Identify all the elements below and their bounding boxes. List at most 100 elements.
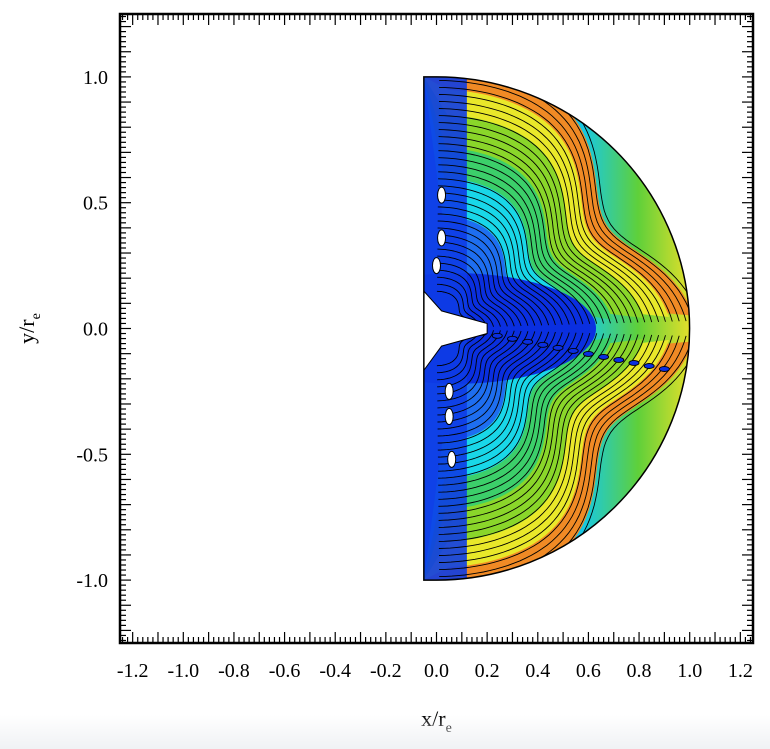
contour-line (438, 115, 646, 323)
contour-line (438, 136, 625, 324)
contour-line (438, 334, 639, 535)
contour-loop (552, 344, 564, 351)
contour-line (438, 108, 653, 323)
contour-line (438, 94, 666, 322)
contour-line (437, 332, 563, 458)
contour-line (438, 334, 660, 556)
contour-line (437, 276, 488, 328)
contour-line (438, 171, 591, 325)
contour-line (437, 329, 488, 381)
contour-line (437, 213, 550, 326)
contour-line (439, 335, 680, 578)
contour-loop (643, 363, 655, 369)
contour-line (438, 333, 605, 500)
contour-line (438, 335, 666, 563)
empty-region (437, 229, 447, 247)
contour-line (438, 334, 653, 549)
x-tick-label: 0.6 (576, 660, 601, 682)
contour-line (439, 76, 690, 322)
x-tick-label: -1.0 (167, 660, 199, 682)
contour-line (438, 122, 639, 323)
empty-region (444, 408, 454, 426)
x-tick-label: 0.2 (475, 660, 500, 682)
empty-region (432, 257, 441, 275)
x-tick-label: 1.0 (677, 660, 702, 682)
contour-line (439, 79, 680, 322)
contour-line (438, 333, 625, 521)
contour-line (437, 192, 570, 325)
contour-loop (567, 347, 579, 354)
contour-line (438, 143, 618, 324)
contour-line (437, 331, 529, 423)
contour-loop (598, 353, 610, 360)
axis-ticks (120, 14, 753, 643)
contour-line (437, 329, 481, 374)
contour-loop (613, 357, 625, 363)
x-tick-label: 1.2 (728, 660, 753, 682)
contour-field (423, 76, 690, 581)
x-tick-label: -0.4 (319, 660, 351, 682)
contour-line (438, 101, 660, 323)
empty-region (437, 186, 447, 204)
x-tick-label: -0.6 (269, 660, 301, 682)
contour-loop (537, 341, 549, 348)
x-tick-label: 0.4 (525, 660, 550, 682)
contour-line (437, 331, 556, 451)
contour-line (438, 334, 646, 542)
y-tick-label: 0.0 (83, 319, 108, 341)
y-tick-label: -1.0 (76, 570, 108, 592)
contour-line (437, 241, 522, 327)
contour-loop (582, 350, 594, 357)
x-tick-label: 0.8 (627, 660, 652, 682)
contour-line (438, 332, 584, 479)
x-tick-label: 0.0 (424, 660, 449, 682)
contour-loop (522, 338, 534, 345)
contour-line (438, 178, 584, 325)
contour-line (438, 164, 598, 324)
y-tick-label: 1.0 (83, 67, 108, 89)
x-tick-labels: -1.2 -1.0 -0.8 -0.6 -0.4 -0.2 0.0 0.2 0.4 0.6 0.8 1… (117, 660, 753, 682)
y-axis-label: y/re (14, 313, 44, 344)
contour-line (437, 331, 543, 437)
contour-line (437, 255, 508, 327)
contour-loop (491, 332, 503, 339)
contour-line (438, 333, 611, 507)
contour-line (437, 330, 501, 395)
contour-line (437, 331, 536, 430)
contour-line (439, 335, 690, 581)
contour-line (439, 86, 673, 322)
x-tick-label: -0.8 (218, 660, 250, 682)
x-tick-label: -1.2 (117, 660, 149, 682)
contour-line (437, 206, 556, 326)
contour-line (438, 150, 611, 324)
contour-line (437, 269, 494, 327)
contour-line (438, 332, 577, 472)
contour-line (438, 129, 632, 323)
contour-loop (658, 366, 670, 372)
contour-line (438, 334, 632, 528)
contour-line (437, 262, 501, 327)
y-tick-labels: 1.0 0.5 0.0 -0.5 -1.0 (76, 67, 108, 592)
x-tick-label: -0.2 (370, 660, 402, 682)
contour-loop (628, 360, 640, 366)
contour-line (438, 333, 598, 493)
contour-line (437, 332, 570, 465)
contour-loop (507, 335, 518, 342)
y-tick-label: 0.5 (83, 193, 108, 215)
contour-line (437, 220, 543, 326)
contour-line (439, 76, 690, 321)
x-axis-label: x/re (421, 706, 452, 736)
contour-line (438, 185, 577, 325)
empty-region (447, 450, 457, 468)
contour-line (438, 157, 605, 324)
empty-region (423, 286, 488, 376)
contour-line (437, 234, 529, 326)
contour-line (438, 332, 591, 486)
contour-line (437, 331, 550, 444)
y-tick-label: -0.5 (76, 444, 108, 466)
empty-region (444, 382, 454, 400)
contour-line (437, 330, 508, 402)
contour-line (437, 283, 481, 328)
contour-line (437, 248, 515, 327)
